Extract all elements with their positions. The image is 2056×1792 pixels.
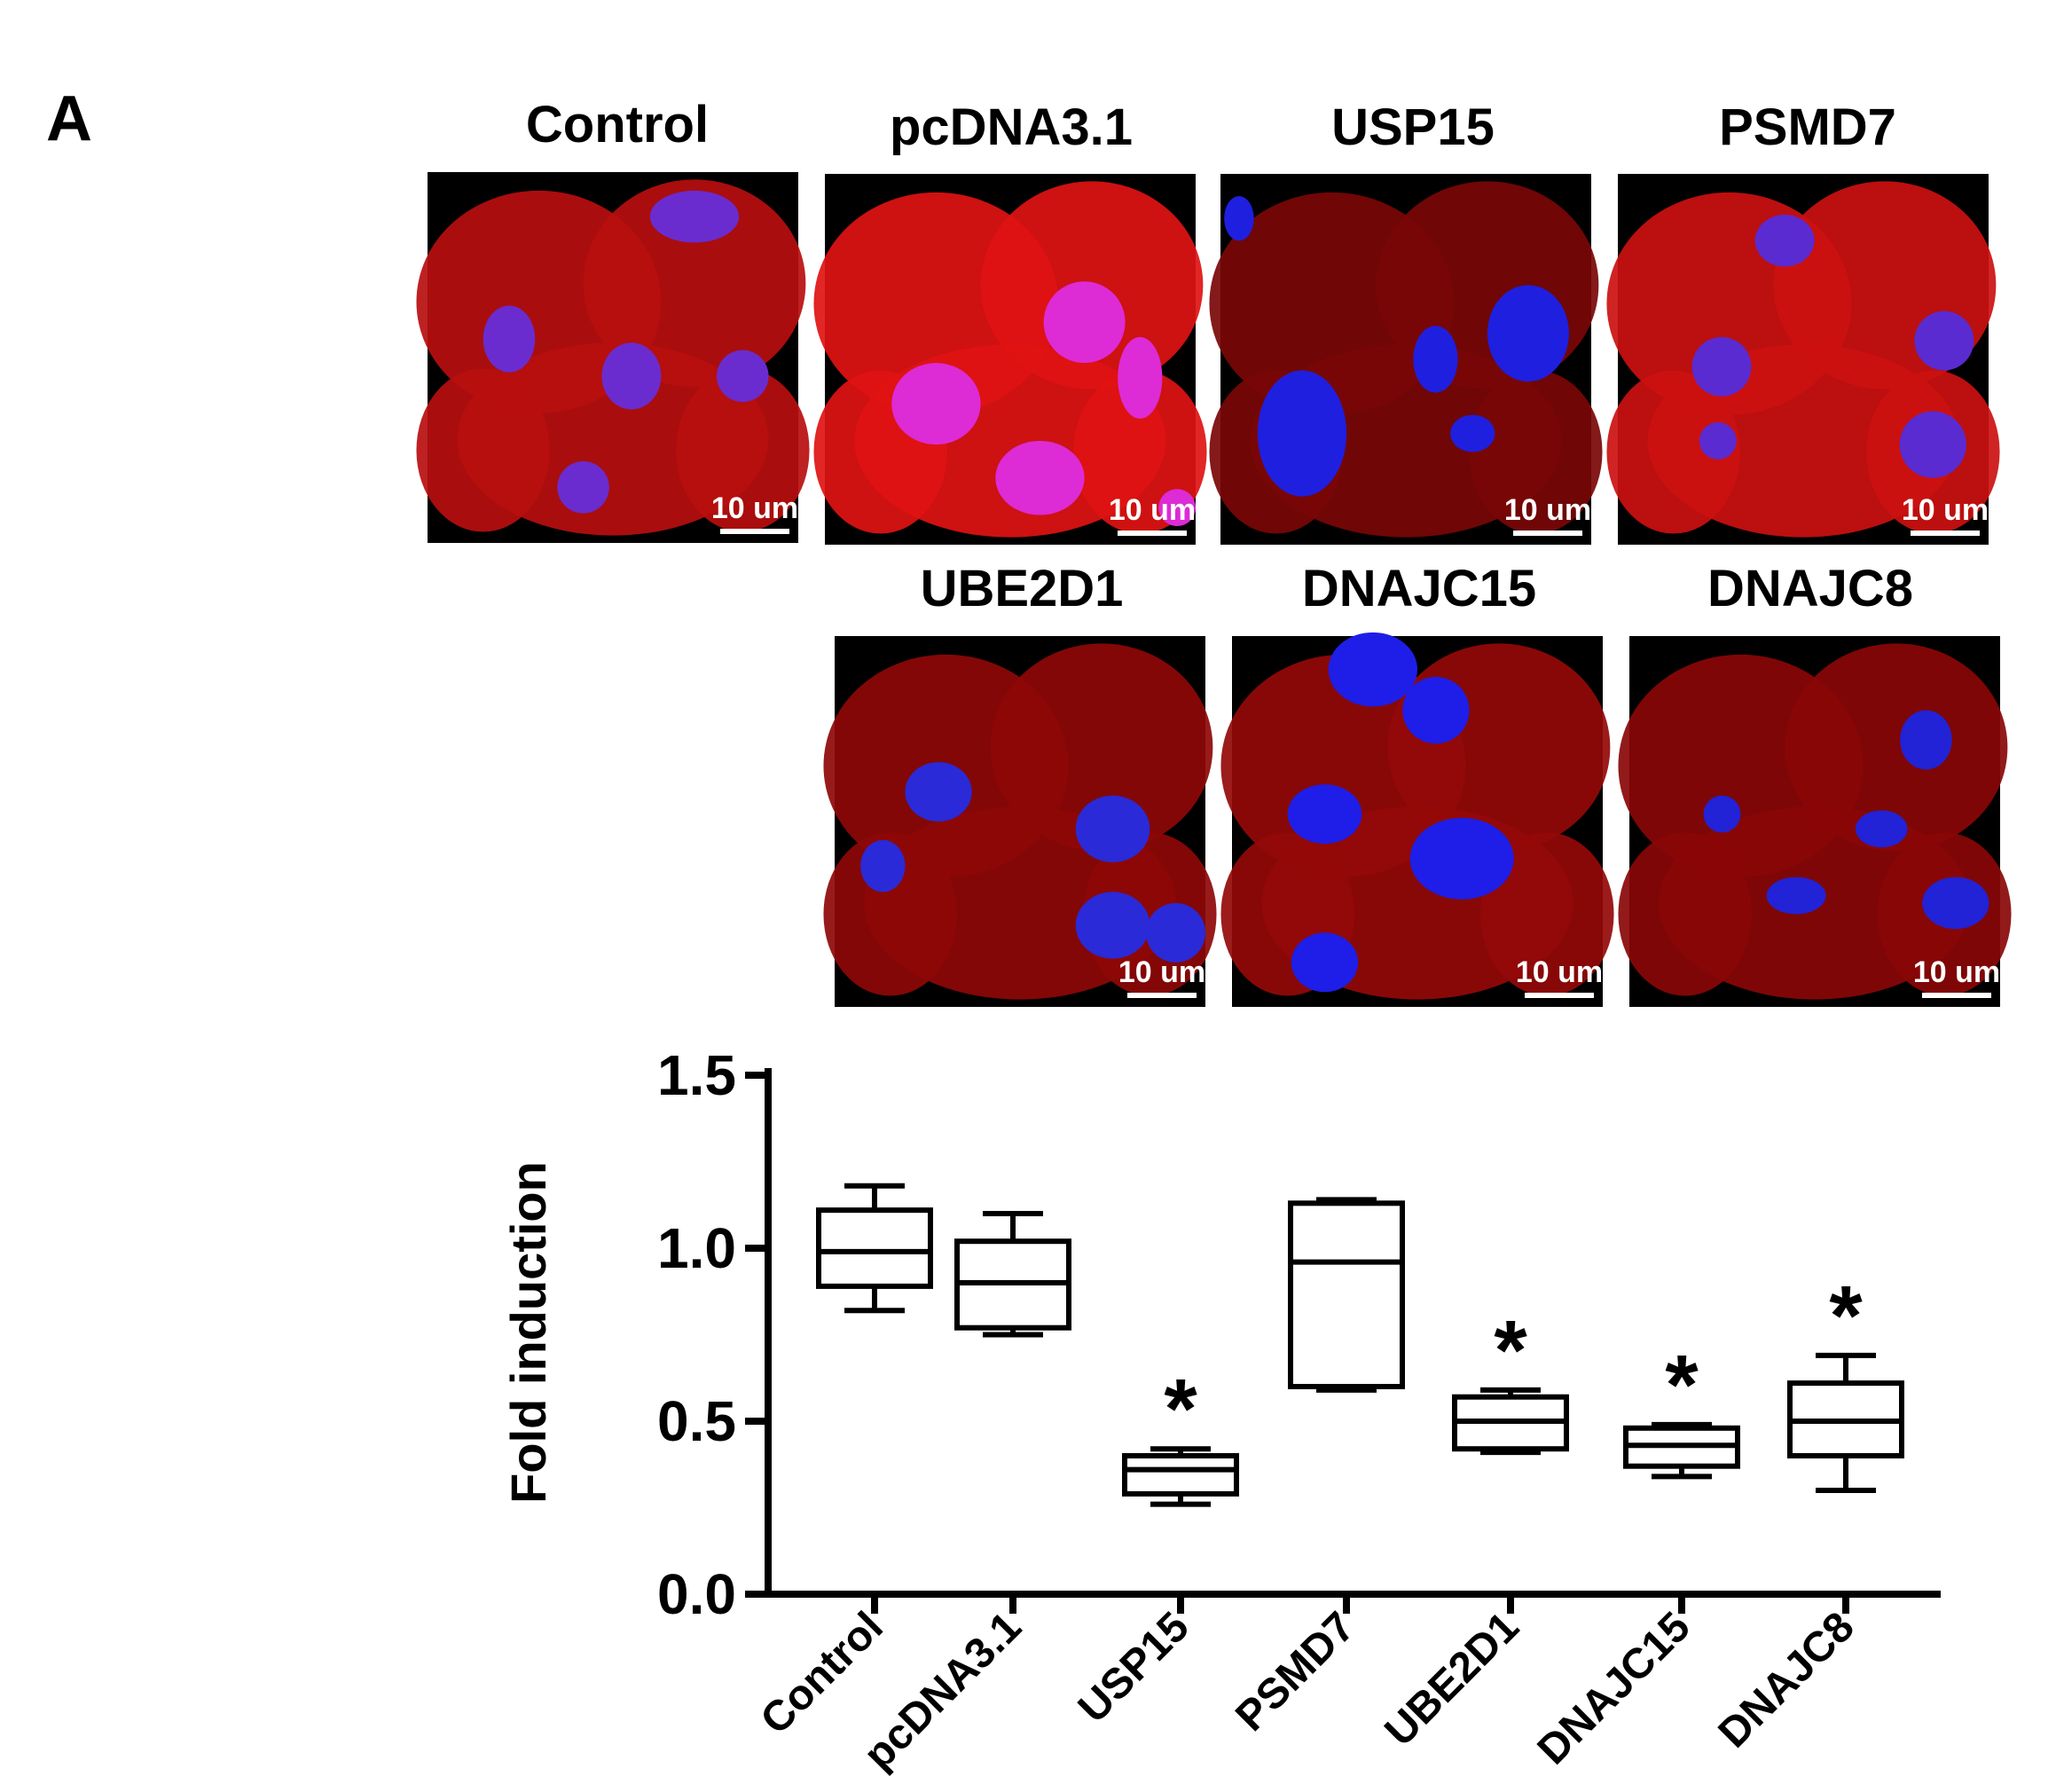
box-iqr xyxy=(1122,1453,1239,1497)
micrograph-pcdna3-1: pcDNA3.1 10 um xyxy=(813,98,1207,545)
cytoplasm-signal xyxy=(1606,181,2000,538)
nuclei-signal xyxy=(891,281,1196,527)
scale-bar: 10 um xyxy=(1504,493,1591,536)
micrograph-dnajc15: DNAJC15 10 um xyxy=(1220,560,1614,1007)
nuclei-signal xyxy=(1224,196,1569,497)
significance-marker: * xyxy=(1494,1303,1527,1398)
cytoplasm-signal xyxy=(1618,643,2012,1000)
nuclei-signal xyxy=(1287,632,1514,993)
scale-bar: 10 um xyxy=(1902,493,1989,536)
scale-bar-label: 10 um xyxy=(1504,493,1591,527)
nuclei-signal xyxy=(1691,214,1974,478)
micrograph-dnajc8: DNAJC8 10 um xyxy=(1618,560,2012,1007)
micrograph-usp15: USP15 10 um xyxy=(1209,98,1603,545)
nuclei-signal xyxy=(483,190,769,514)
scale-bar: 10 um xyxy=(1516,955,1603,998)
y-tick-label: 0.0 xyxy=(657,1562,736,1626)
nuclei-signal xyxy=(860,762,1206,963)
significance-marker: * xyxy=(1164,1362,1197,1457)
x-tick-label-psmd7: PSMD7 xyxy=(1227,1603,1363,1740)
x-tick-label-dnajc15: DNAJC15 xyxy=(1529,1603,1699,1773)
panel-label: A xyxy=(46,83,92,154)
box-control xyxy=(816,1183,933,1314)
y-tick-label: 1.0 xyxy=(657,1216,736,1280)
scale-bar: 10 um xyxy=(1913,955,2000,998)
scale-bar-label: 10 um xyxy=(1913,955,2000,989)
scale-bar: 10 um xyxy=(1109,493,1196,536)
box-dnajc8: * xyxy=(1787,1269,1904,1493)
micrograph-psmd7: PSMD7 10 um xyxy=(1606,98,2000,545)
significance-marker: * xyxy=(1829,1269,1863,1364)
x-tick-label-dnajc8: DNAJC8 xyxy=(1710,1603,1864,1757)
x-tick-label-control: Control xyxy=(752,1603,892,1743)
box-iqr xyxy=(816,1207,933,1289)
x-tick-label-usp15: USP15 xyxy=(1070,1603,1198,1732)
micrograph-title-dnajc8: DNAJC8 xyxy=(1707,560,1913,617)
x-tick-label-ube2d1: UBE2D1 xyxy=(1376,1603,1527,1755)
nuclei-signal xyxy=(1703,710,1989,930)
micrograph-ube2d1: UBE2D1 10 um xyxy=(823,560,1217,1007)
scale-bar-label: 10 um xyxy=(711,491,798,525)
cytoplasm-signal xyxy=(813,181,1207,538)
micrograph-title-psmd7: PSMD7 xyxy=(1719,98,1896,156)
y-axis-label: Fold induction xyxy=(500,1161,556,1504)
box-psmd7 xyxy=(1288,1197,1405,1393)
box-pcdna3-1 xyxy=(954,1211,1071,1338)
scale-bar-label: 10 um xyxy=(1902,493,1989,527)
box-usp15: * xyxy=(1122,1362,1239,1507)
scale-bar: 10 um xyxy=(1118,955,1205,998)
box-ube2d1: * xyxy=(1452,1303,1569,1456)
micrograph-control: Control 10 um xyxy=(416,96,810,543)
micrograph-title-control: Control xyxy=(526,96,709,153)
scale-bar-label: 10 um xyxy=(1109,493,1196,527)
y-tick-label: 0.5 xyxy=(657,1389,736,1453)
scale-bar-label: 10 um xyxy=(1516,955,1603,989)
micrograph-title-pcdna3-1: pcDNA3.1 xyxy=(890,98,1133,156)
y-tick-label: 1.5 xyxy=(657,1043,736,1107)
significance-marker: * xyxy=(1665,1338,1699,1433)
scale-bar: 10 um xyxy=(711,491,798,534)
box-iqr xyxy=(1288,1200,1405,1390)
micrograph-title-dnajc15: DNAJC15 xyxy=(1302,560,1536,617)
scale-bar-label: 10 um xyxy=(1118,955,1205,989)
cytoplasm-signal xyxy=(416,179,810,536)
micrograph-title-ube2d1: UBE2D1 xyxy=(921,560,1124,617)
box-dnajc15: * xyxy=(1623,1338,1740,1480)
micrograph-title-usp15: USP15 xyxy=(1331,98,1495,156)
